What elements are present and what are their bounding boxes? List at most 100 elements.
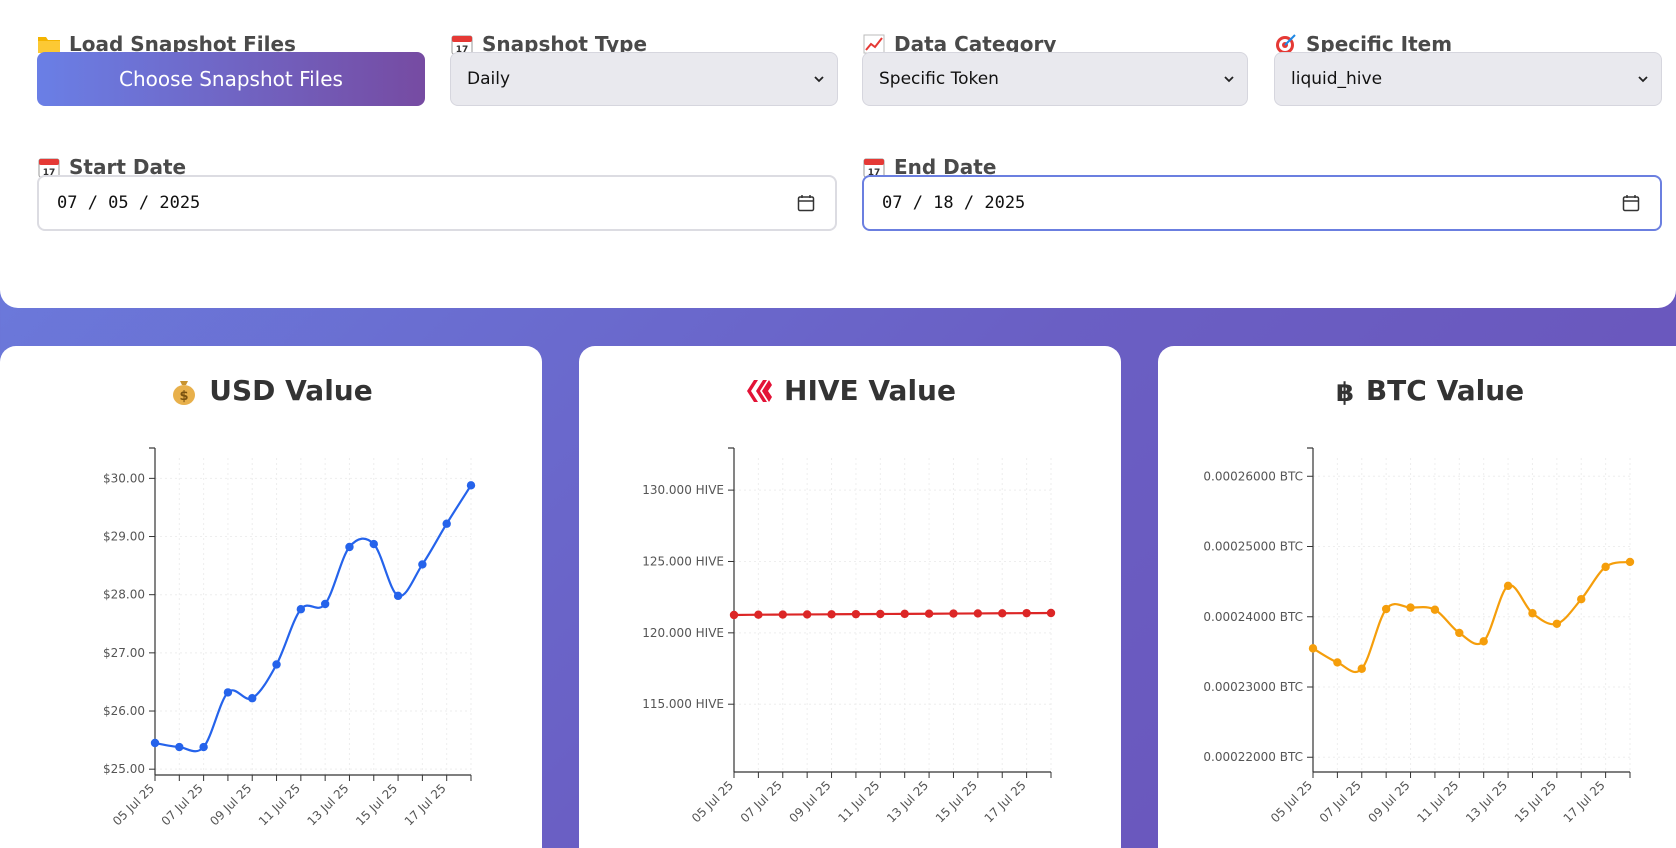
data-point[interactable] [345, 542, 354, 552]
y-tick-label: 0.00026000 BTC [1203, 469, 1303, 483]
usd-value-title: USD Value [209, 374, 373, 407]
x-tick-label: 15 Jul 25 [1512, 778, 1559, 825]
y-tick-label: 115.000 HIVE [642, 697, 724, 711]
data-point[interactable] [1381, 604, 1391, 614]
data-point[interactable] [296, 605, 306, 614]
data-point[interactable] [1046, 608, 1056, 618]
data-point[interactable] [1022, 608, 1031, 618]
x-tick-label: 09 Jul 25 [1366, 778, 1413, 825]
data-point[interactable] [1308, 644, 1318, 653]
x-tick-label: 15 Jul 25 [353, 781, 400, 828]
y-tick-label: $29.00 [103, 530, 145, 544]
series-line [154, 484, 472, 753]
btc-value-title-row: ฿ BTC Value [1158, 374, 1676, 407]
x-tick-label: 11 Jul 25 [256, 781, 303, 828]
data-point[interactable] [223, 688, 233, 697]
data-point[interactable] [393, 591, 403, 601]
hive-value-title-row: HIVE Value [579, 374, 1121, 407]
data-point[interactable] [1577, 594, 1586, 604]
data-point[interactable] [949, 609, 958, 618]
data-point[interactable] [199, 742, 208, 752]
data-point[interactable] [442, 519, 451, 528]
data-point[interactable] [418, 560, 427, 569]
x-tick-label: 07 Jul 25 [1317, 778, 1364, 825]
controls-panel: Load Snapshot Files Choose Snapshot File… [0, 0, 1676, 308]
data-point[interactable] [900, 609, 909, 619]
calendar-icon: 17 [451, 35, 473, 55]
data-point[interactable] [1625, 557, 1635, 567]
data-point[interactable] [1479, 637, 1488, 646]
usd-value-chart: $25.00 $26.00 $27.00 $28.00 $29.00 $30.00 05 J… [103, 447, 476, 828]
data-point[interactable] [1528, 609, 1537, 618]
specific-item-select[interactable]: liquid_hive [1274, 52, 1662, 106]
x-tick-label: 13 Jul 25 [304, 781, 351, 828]
hive-value-chart: 115.000 HIVE 120.000 HIVE 125.000 HIVE 130.… [642, 447, 1056, 825]
end-date-group: 17 End Date 07 / 18 / 2025 [862, 153, 1662, 231]
data-point[interactable] [1430, 605, 1440, 614]
y-tick-label: $25.00 [103, 762, 145, 776]
y-tick-label: 0.00024000 BTC [1203, 610, 1303, 624]
hive-value-card: HIVE Value 115.000 HIVE 120.000 HIVE 125.0… [579, 346, 1121, 848]
data-point[interactable] [320, 599, 330, 609]
x-tick-label: 13 Jul 25 [884, 778, 931, 825]
data-point[interactable] [175, 742, 184, 752]
data-point[interactable] [1455, 628, 1464, 638]
data-point[interactable] [802, 610, 812, 619]
data-point[interactable] [754, 610, 763, 619]
choose-snapshot-files-button[interactable]: Choose Snapshot Files [37, 52, 425, 106]
data-point[interactable] [973, 609, 983, 618]
end-date-input[interactable]: 07 / 18 / 2025 [862, 175, 1662, 231]
chevron-down-icon [814, 76, 824, 83]
snapshot-type-select[interactable]: Daily [450, 52, 838, 106]
btc-value-title: BTC Value [1365, 374, 1525, 407]
x-tick-label: 07 Jul 25 [159, 781, 206, 828]
data-point[interactable] [851, 609, 861, 619]
hive-logo-icon [747, 379, 773, 402]
y-tick-label: $26.00 [103, 704, 145, 718]
target-icon [1276, 34, 1296, 54]
x-tick-label: 05 Jul 25 [110, 781, 157, 828]
y-tick-label: 0.00023000 BTC [1203, 680, 1303, 694]
x-tick-label: 11 Jul 25 [835, 778, 882, 825]
start-date-input[interactable]: 07 / 05 / 2025 [37, 175, 837, 231]
data-category-select[interactable]: Specific Token [862, 52, 1248, 106]
y-tick-label: $30.00 [103, 471, 145, 485]
chart-increasing-icon [863, 34, 885, 54]
data-point[interactable] [150, 738, 160, 748]
data-point[interactable] [248, 694, 257, 703]
money-bag-icon: $ [173, 380, 196, 405]
y-tick-label: 125.000 HIVE [642, 554, 724, 568]
usd-value-title-row: $ USD Value [0, 374, 542, 407]
data-point[interactable] [1333, 658, 1342, 667]
data-point[interactable] [272, 660, 281, 669]
data-point[interactable] [924, 609, 934, 618]
data-point[interactable] [1357, 664, 1366, 673]
data-category-group: Data Category Specific Token [862, 30, 1250, 106]
x-tick-label: 05 Jul 25 [1268, 778, 1315, 825]
start-date-value: 07 / 05 / 2025 [57, 193, 201, 213]
load-snapshot-group: Load Snapshot Files Choose Snapshot File… [37, 30, 425, 106]
series-line [1312, 560, 1631, 674]
data-point[interactable] [1503, 581, 1513, 591]
data-point[interactable] [1552, 619, 1562, 628]
data-point[interactable] [466, 481, 476, 490]
data-point[interactable] [827, 610, 836, 619]
specific-item-group: Specific Item liquid_hive [1274, 30, 1662, 106]
data-point[interactable] [778, 610, 787, 619]
data-category-value: Specific Token [879, 69, 999, 89]
data-point[interactable] [1406, 603, 1415, 612]
calendar-picker-icon[interactable] [797, 194, 815, 212]
data-point[interactable] [369, 539, 378, 549]
data-point[interactable] [998, 609, 1007, 618]
specific-item-value: liquid_hive [1291, 69, 1383, 89]
calendar-picker-icon[interactable] [1622, 194, 1640, 212]
data-point[interactable] [1601, 562, 1610, 572]
calendar-icon: 17 [863, 158, 885, 178]
svg-text:17: 17 [456, 45, 469, 55]
x-tick-label: 17 Jul 25 [1561, 778, 1608, 825]
svg-text:17: 17 [43, 168, 56, 178]
data-point[interactable] [876, 609, 885, 619]
btc-value-chart: 0.00022000 BTC 0.00023000 BTC 0.00024000 B… [1203, 447, 1635, 825]
data-point[interactable] [729, 610, 739, 620]
x-tick-label: 09 Jul 25 [207, 781, 254, 828]
